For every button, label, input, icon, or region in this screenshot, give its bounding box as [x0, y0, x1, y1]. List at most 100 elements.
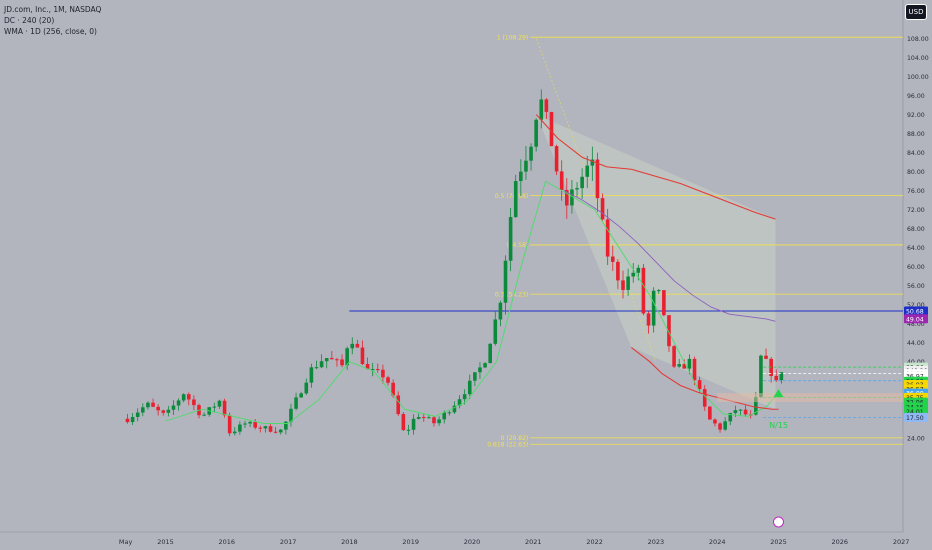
candle-body[interactable] [135, 412, 140, 418]
candle-body[interactable] [702, 389, 707, 407]
candle-body[interactable] [335, 359, 339, 361]
candle-body[interactable] [743, 409, 748, 415]
candle-body[interactable] [232, 431, 237, 434]
candle-body[interactable] [222, 400, 227, 416]
candle-body[interactable] [590, 159, 595, 166]
candle-body[interactable] [682, 364, 687, 369]
candle-body[interactable] [421, 416, 426, 418]
candle-body[interactable] [764, 355, 768, 359]
candle-body[interactable] [631, 272, 636, 277]
candle-body[interactable] [416, 416, 421, 419]
candle-body[interactable] [309, 367, 314, 383]
candle-body[interactable] [146, 402, 150, 408]
candle-body[interactable] [304, 382, 309, 394]
candle-body[interactable] [217, 400, 222, 407]
candle-body[interactable] [513, 181, 518, 218]
candle-body[interactable] [549, 111, 554, 147]
up-arrow-icon[interactable] [773, 389, 784, 398]
candle-body[interactable] [273, 431, 278, 433]
candle-body[interactable] [171, 405, 176, 410]
candle-body[interactable] [243, 423, 247, 425]
candle-body[interactable] [641, 267, 646, 314]
candle-body[interactable] [723, 421, 727, 430]
candle-body[interactable] [156, 406, 160, 411]
candle-body[interactable] [212, 406, 217, 408]
wma-upper-line[interactable] [535, 114, 776, 220]
price-axis[interactable] [903, 0, 932, 550]
candle-body[interactable] [600, 198, 605, 220]
candle-body[interactable] [646, 313, 651, 326]
candle-body[interactable] [427, 417, 431, 419]
candle-body[interactable] [432, 417, 436, 424]
candle-body[interactable] [457, 399, 462, 406]
candle-body[interactable] [437, 419, 441, 424]
candle-body[interactable] [626, 276, 630, 290]
candle-body[interactable] [289, 408, 293, 422]
candle-body[interactable] [610, 256, 615, 262]
candle-body[interactable] [636, 267, 641, 273]
candle-body[interactable] [621, 280, 625, 290]
candle-body[interactable] [401, 414, 406, 431]
candle-body[interactable] [672, 346, 676, 367]
legend-wma[interactable]: WMA · 1D (256, close, 0) [4, 27, 97, 36]
candle-body[interactable] [345, 348, 349, 366]
candle-body[interactable] [278, 429, 283, 433]
candle-body[interactable] [754, 397, 758, 415]
candle-body[interactable] [478, 367, 482, 373]
candle-body[interactable] [314, 367, 319, 369]
candle-body[interactable] [141, 407, 145, 413]
candle-body[interactable] [186, 394, 191, 400]
candle-body[interactable] [544, 99, 549, 112]
candle-body[interactable] [192, 399, 196, 406]
candle-body[interactable] [381, 369, 385, 378]
candle-body[interactable] [324, 358, 329, 362]
candle-body[interactable] [570, 189, 574, 206]
candle-body[interactable] [125, 418, 130, 423]
candle-body[interactable] [447, 412, 452, 414]
candle-body[interactable] [391, 382, 395, 396]
candle-body[interactable] [687, 358, 692, 369]
candle-body[interactable] [565, 189, 569, 206]
legend-title[interactable]: JD.com, Inc., 1M, NASDAQ [4, 5, 102, 14]
candle-body[interactable] [493, 319, 498, 344]
candle-body[interactable] [575, 188, 579, 190]
candle-body[interactable] [360, 347, 365, 364]
candle-body[interactable] [473, 372, 477, 381]
candle-body[interactable] [452, 405, 457, 413]
candle-body[interactable] [508, 217, 513, 261]
candle-body[interactable] [340, 359, 344, 366]
candle-body[interactable] [524, 160, 528, 172]
currency-button[interactable]: USD [905, 4, 927, 20]
candle-body[interactable] [595, 159, 600, 199]
candle-body[interactable] [284, 421, 288, 430]
candle-body[interactable] [253, 421, 258, 428]
support-zone[interactable] [717, 393, 903, 403]
candle-body[interactable] [759, 355, 763, 398]
candle-body[interactable] [268, 426, 273, 432]
candle-body[interactable] [202, 414, 206, 416]
candle-body[interactable] [467, 380, 472, 395]
candle-body[interactable] [483, 363, 487, 368]
candle-body[interactable] [529, 146, 533, 161]
candle-body[interactable] [488, 343, 492, 364]
candle-body[interactable] [386, 377, 390, 383]
candle-body[interactable] [258, 427, 263, 429]
candle-body[interactable] [503, 260, 508, 303]
candle-body[interactable] [130, 417, 135, 423]
candle-body[interactable] [774, 375, 779, 381]
candle-body[interactable] [697, 380, 702, 390]
candle-body[interactable] [656, 290, 661, 292]
wma-line[interactable] [631, 347, 779, 410]
event-marker-icon[interactable] [773, 516, 784, 528]
candle-body[interactable] [677, 364, 681, 367]
candle-body[interactable] [580, 176, 584, 189]
legend-dc[interactable]: DC · 240 (20) [4, 16, 55, 25]
candle-body[interactable] [319, 361, 324, 368]
candle-body[interactable] [166, 409, 171, 413]
candle-body[interactable] [151, 402, 155, 407]
candle-body[interactable] [718, 423, 722, 430]
candle-body[interactable] [370, 369, 375, 371]
candle-body[interactable] [651, 290, 656, 326]
candle-body[interactable] [294, 397, 298, 409]
